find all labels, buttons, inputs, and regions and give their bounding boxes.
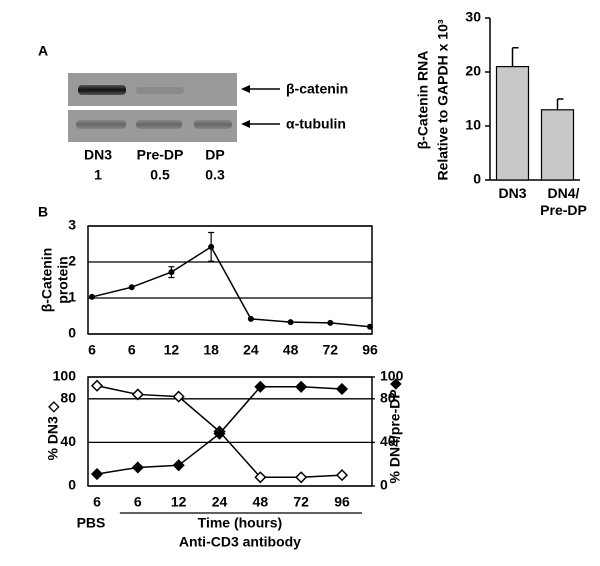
plot-frame	[87, 376, 373, 487]
point	[208, 243, 215, 250]
x-tick-label: 18	[203, 342, 219, 358]
axis-label: Relative to GAPDH x 10³	[435, 19, 451, 180]
y-tick-label: 1	[68, 289, 76, 305]
series-line	[91, 245, 371, 328]
point	[172, 390, 185, 403]
x-tick-label: 6	[128, 342, 136, 358]
blot: β-catenin α-tubulin DN3 Pre-DP DP 1 0.5 …	[68, 73, 348, 183]
x-tick-label: 12	[164, 342, 180, 358]
arrow-head	[241, 120, 250, 128]
axis-label: % DN3 ◇	[45, 400, 61, 460]
band	[136, 87, 184, 94]
point	[172, 459, 185, 472]
point	[295, 380, 308, 393]
annotation: PBS	[77, 515, 106, 531]
band	[194, 120, 232, 129]
y2-tick-label: 40	[380, 433, 396, 449]
point	[168, 269, 175, 276]
y-tick-label: 30	[465, 9, 481, 25]
y-tick-label: 2	[68, 253, 76, 269]
lane-label: DN3	[84, 147, 112, 163]
ratio: 0.3	[205, 167, 225, 183]
x-tick-label: 96	[334, 494, 350, 510]
axis-label: protein	[55, 256, 71, 303]
bar	[495, 65, 530, 181]
x-tick-label: 6	[134, 494, 142, 510]
y-tick-label: 20	[465, 63, 481, 79]
panel-label: A	[38, 43, 48, 59]
point	[213, 427, 226, 440]
x-tick-label: 6	[93, 494, 101, 510]
band	[78, 85, 126, 95]
lane-label: Pre-DP	[137, 147, 184, 163]
ratio: 1	[94, 167, 102, 183]
y-tick-label: 0	[68, 325, 76, 341]
point	[90, 467, 104, 481]
x-tick-label: 96	[362, 342, 378, 358]
y-tick-label: 80	[60, 390, 76, 406]
x-tick-label: 6	[88, 342, 96, 358]
lane-label: DP	[205, 147, 224, 163]
x-tick-label: 24	[212, 494, 228, 510]
band	[136, 120, 182, 129]
error-bar	[511, 46, 519, 67]
point	[254, 471, 267, 484]
x-tick-label: 72	[322, 342, 338, 358]
axis-label: β-Catenin	[39, 248, 55, 313]
band-label: β-catenin	[286, 81, 348, 97]
x-tick-label: 72	[293, 494, 309, 510]
point	[367, 323, 373, 330]
x-tick-label: 24	[243, 342, 259, 358]
x-tick-label: DN4/ Pre-DP	[540, 185, 587, 218]
ratio: 0.5	[150, 167, 170, 183]
band-label: α-tubulin	[286, 116, 346, 132]
band	[76, 120, 126, 129]
plot-frame	[87, 225, 373, 335]
y2-tick-label: 100	[380, 368, 404, 384]
y-tick-label: 40	[60, 433, 76, 449]
point	[247, 315, 254, 322]
y-tick-label: 10	[465, 117, 481, 133]
point	[327, 319, 334, 326]
error-bar	[556, 98, 564, 110]
point	[287, 319, 294, 326]
y-tick-label: 0	[473, 171, 481, 187]
axis-label: β-Catenin RNA	[415, 51, 431, 150]
x-tick-label: 48	[253, 494, 269, 510]
annotation: Anti-CD3 antibody	[179, 534, 301, 550]
y-tick-label: 3	[68, 217, 76, 233]
point	[335, 382, 349, 396]
x-tick-label: 48	[283, 342, 299, 358]
point	[254, 380, 267, 393]
point	[335, 469, 349, 482]
bar	[540, 109, 575, 181]
point	[295, 471, 308, 484]
y2-tick-label: 0	[380, 477, 388, 493]
point	[128, 284, 135, 291]
y-tick-label: 0	[68, 477, 76, 493]
y2-tick-label: 80	[380, 390, 396, 406]
point	[89, 293, 95, 300]
axis-label: % DN4/pre-DP◆	[387, 377, 403, 483]
point	[90, 379, 104, 392]
y-tick-label: 100	[53, 368, 77, 384]
x-tick-label: 12	[171, 494, 187, 510]
point	[131, 461, 144, 474]
x-tick-label: DN3	[498, 185, 527, 201]
arrow-head	[241, 85, 250, 93]
point	[131, 388, 144, 401]
annotation: Time (hours)	[198, 515, 283, 531]
panel-label: B	[38, 204, 48, 220]
